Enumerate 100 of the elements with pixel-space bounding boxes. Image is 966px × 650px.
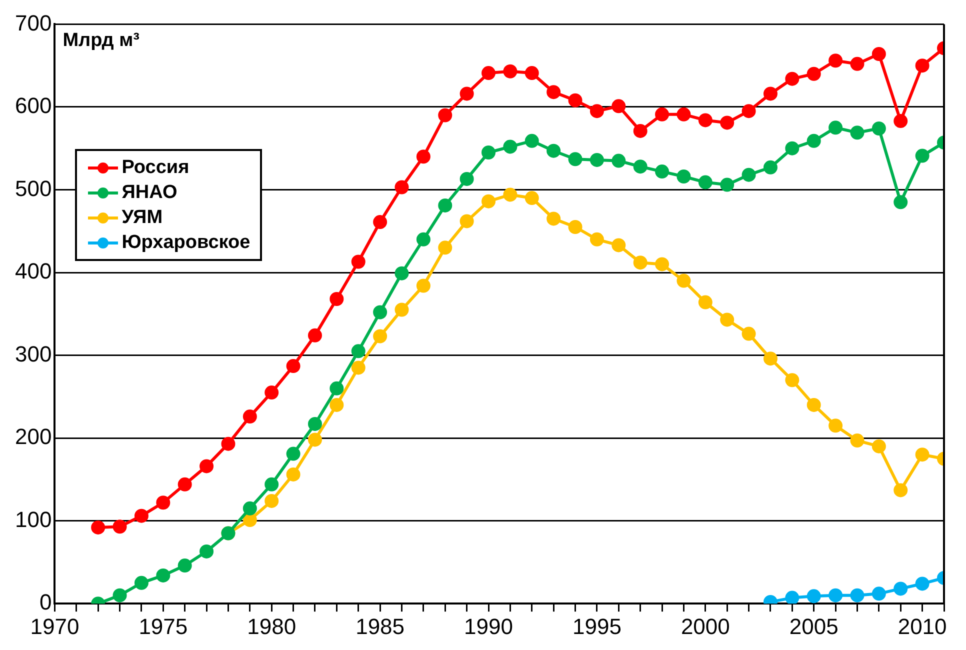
point (590, 152, 604, 167)
point (698, 113, 712, 128)
point (503, 188, 518, 202)
point (655, 107, 670, 122)
y-tick-label: 300 (14, 341, 52, 366)
y-tick-label: 0 (39, 590, 52, 615)
point (655, 257, 670, 272)
point (524, 66, 539, 80)
point (850, 588, 864, 602)
point (872, 586, 886, 601)
point (91, 520, 106, 534)
x-tick-label: 1985 (356, 614, 405, 639)
point (460, 86, 474, 101)
point (828, 120, 843, 135)
legend-label: ЯНАО (122, 181, 178, 206)
point (286, 467, 300, 482)
y-tick-label: 100 (14, 506, 52, 532)
point (763, 352, 778, 366)
point (330, 398, 344, 412)
point (655, 164, 670, 179)
point (742, 168, 756, 182)
point (438, 198, 452, 212)
point (178, 477, 192, 492)
point (806, 66, 821, 81)
x-tick-label: 2010 (898, 614, 947, 639)
point (112, 588, 127, 602)
x-tick-label: 1975 (138, 614, 188, 639)
y-tick-label: 700 (14, 10, 52, 36)
point (720, 312, 734, 327)
point (850, 126, 864, 140)
point (872, 121, 886, 136)
point (676, 170, 691, 184)
point (460, 214, 474, 228)
point (676, 274, 691, 288)
point (308, 416, 322, 431)
y-axis-title: Млрд м³ (62, 30, 140, 52)
y-tick-label: 400 (14, 258, 52, 284)
point (134, 508, 148, 523)
point (482, 145, 496, 160)
point (676, 107, 691, 122)
y-tick-label: 500 (14, 176, 52, 201)
point (568, 93, 582, 108)
point (200, 459, 214, 474)
point (590, 104, 604, 118)
point (568, 152, 582, 166)
point (612, 238, 626, 252)
point (178, 558, 192, 573)
point (373, 215, 388, 230)
point (416, 150, 430, 164)
point (785, 590, 800, 604)
point (264, 477, 279, 492)
point (546, 144, 561, 158)
point (894, 195, 908, 210)
point (373, 305, 388, 320)
point (351, 344, 366, 358)
point (200, 544, 214, 558)
point (742, 104, 756, 118)
point (850, 434, 864, 448)
legend-label: Россия (122, 156, 190, 180)
point (112, 520, 127, 534)
point (763, 160, 778, 174)
point (416, 232, 430, 246)
point (373, 329, 388, 344)
point (330, 381, 344, 396)
point (242, 410, 257, 424)
point (286, 359, 300, 374)
point (351, 360, 366, 375)
point (394, 180, 409, 194)
point (763, 86, 778, 101)
point (156, 496, 170, 510)
point (264, 386, 279, 400)
point (806, 398, 821, 412)
point (503, 64, 518, 78)
point (785, 373, 800, 388)
point (828, 54, 843, 68)
point (308, 432, 322, 447)
point (242, 513, 257, 527)
point (134, 576, 148, 590)
point (221, 436, 236, 451)
x-tick-label: 2000 (680, 614, 730, 639)
point (482, 194, 496, 208)
y-tick-label: 600 (14, 93, 52, 118)
point (524, 191, 539, 206)
point (286, 446, 300, 461)
x-tick-label: 1995 (572, 614, 622, 639)
point (612, 154, 626, 168)
point (351, 254, 366, 269)
point (698, 175, 712, 190)
point (590, 232, 604, 246)
point (894, 114, 908, 128)
point (828, 418, 843, 433)
point (242, 501, 257, 516)
point (612, 99, 626, 114)
point (416, 278, 430, 293)
legend-label: Юрхаровское (122, 231, 250, 256)
point (915, 58, 930, 73)
y-tick-label: 200 (14, 424, 52, 450)
point (330, 292, 344, 306)
point (698, 295, 712, 310)
point (394, 302, 409, 317)
